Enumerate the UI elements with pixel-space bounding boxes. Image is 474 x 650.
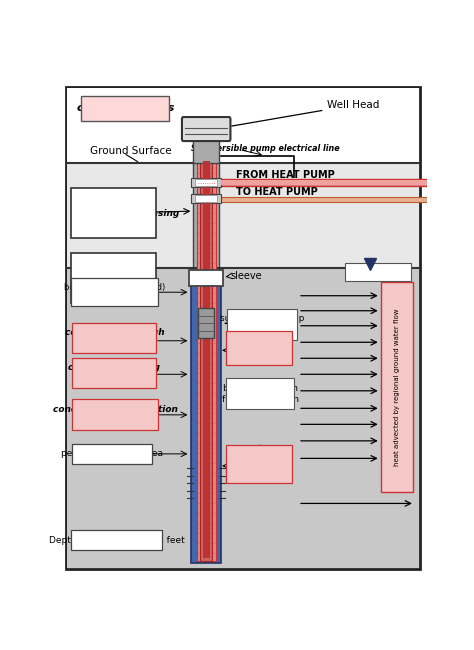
Bar <box>67 163 419 268</box>
Text: Rock: Rock <box>91 263 136 281</box>
Bar <box>195 195 217 202</box>
Text: Water Table: Water Table <box>352 267 405 276</box>
FancyBboxPatch shape <box>226 445 292 483</box>
Text: convective mixing
in borehole: convective mixing in borehole <box>68 363 160 382</box>
Text: Steel Casing: Steel Casing <box>116 209 180 218</box>
Text: (consolidated): (consolidated) <box>76 281 151 291</box>
Text: conduction through
pipe walls: conduction through pipe walls <box>64 328 164 348</box>
Text: borehole wall (uncased)
typically ~ 6 in. dia.: borehole wall (uncased) typically ~ 6 in… <box>64 283 165 302</box>
Bar <box>202 161 210 558</box>
Text: conduction + convection
at borehole wall: conduction + convection at borehole wall <box>53 405 178 424</box>
Text: water
recharge to
formation: water recharge to formation <box>233 333 285 363</box>
Text: Submersible pump electrical line: Submersible pump electrical line <box>191 144 339 153</box>
Text: TO HEAT PUMP: TO HEAT PUMP <box>236 187 317 197</box>
Bar <box>191 178 221 187</box>
Text: FROM HEAT PUMP: FROM HEAT PUMP <box>236 170 334 180</box>
Bar <box>191 268 221 564</box>
Bar <box>67 268 419 569</box>
FancyBboxPatch shape <box>73 358 156 388</box>
FancyBboxPatch shape <box>226 332 292 365</box>
Bar <box>200 158 212 561</box>
FancyBboxPatch shape <box>71 278 158 306</box>
FancyBboxPatch shape <box>346 263 411 281</box>
FancyBboxPatch shape <box>382 281 413 493</box>
Text: submersible pump
(if installed): submersible pump (if installed) <box>220 313 304 333</box>
Bar <box>195 179 217 186</box>
FancyBboxPatch shape <box>71 530 162 551</box>
FancyBboxPatch shape <box>226 378 294 410</box>
Bar <box>221 197 427 202</box>
Text: water
discharge
from
formation: water discharge from formation <box>237 444 281 484</box>
Text: Depth = several hundred feet: Depth = several hundred feet <box>49 536 184 545</box>
Bar <box>221 180 427 185</box>
Bar <box>191 194 221 203</box>
FancyBboxPatch shape <box>189 270 223 286</box>
Bar <box>198 308 214 338</box>
Text: climatic factors: climatic factors <box>77 103 174 113</box>
FancyBboxPatch shape <box>72 188 156 238</box>
Text: sleeve: sleeve <box>230 270 262 281</box>
Text: Well Head: Well Head <box>232 100 380 126</box>
FancyBboxPatch shape <box>182 117 230 141</box>
FancyBboxPatch shape <box>72 254 156 303</box>
Text: heat advected by regional ground water flow: heat advected by regional ground water f… <box>394 308 400 466</box>
Text: (unconsolidated): (unconsolidated) <box>70 214 158 224</box>
Bar <box>197 162 215 272</box>
Bar <box>193 161 219 273</box>
Bar <box>67 88 419 163</box>
Text: perforated intake area: perforated intake area <box>61 449 163 458</box>
Bar <box>221 179 427 186</box>
Text: Ground Surface: Ground Surface <box>91 146 172 155</box>
Text: Soil: Soil <box>96 197 131 214</box>
Text: buoyancy-driven
flow in formation: buoyancy-driven flow in formation <box>222 384 299 404</box>
FancyBboxPatch shape <box>72 444 152 464</box>
FancyBboxPatch shape <box>73 399 158 430</box>
Bar <box>193 136 219 163</box>
FancyBboxPatch shape <box>73 323 156 353</box>
Bar <box>197 158 216 561</box>
FancyBboxPatch shape <box>82 96 170 120</box>
FancyBboxPatch shape <box>227 309 297 340</box>
